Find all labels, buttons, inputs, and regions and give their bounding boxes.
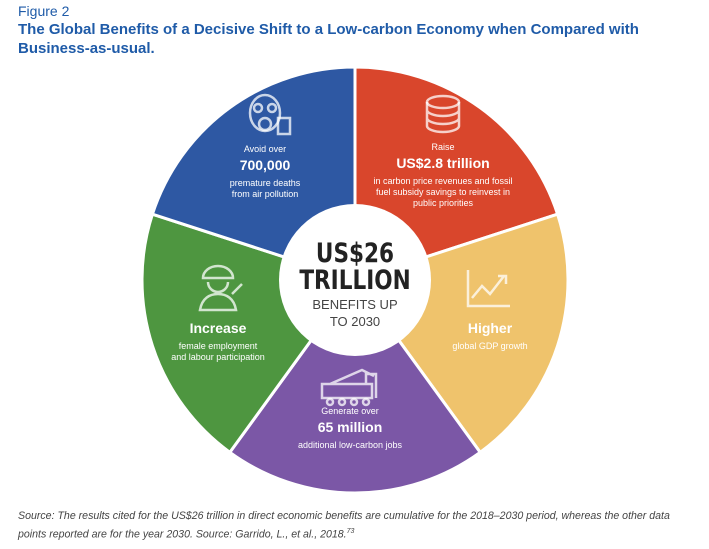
source-text: Source: The results cited for the US$26 …	[18, 510, 670, 541]
gas-mask-icon	[248, 93, 292, 136]
segment-intro: Raise	[431, 142, 454, 152]
segment-headline: 65 million	[318, 419, 383, 435]
center-title: TRILLION	[299, 264, 410, 296]
segment-headline: Increase	[190, 320, 247, 336]
segment-description: from air pollution	[232, 189, 299, 199]
segment-headline: 700,000	[240, 157, 291, 173]
coins-icon	[425, 94, 461, 134]
labels: Raise US$2.8 trillion in carbon price reve…	[171, 142, 527, 450]
segment-headline: Higher	[468, 320, 513, 336]
segment-description: premature deaths	[230, 178, 301, 188]
center-subtitle: TO 2030	[330, 314, 380, 329]
growth-chart-icon	[466, 270, 510, 308]
center-circle	[279, 204, 431, 356]
segment-description: additional low-carbon jobs	[298, 440, 403, 450]
figure-label: Figure 2	[18, 3, 70, 19]
segment-description: global GDP growth	[452, 341, 527, 351]
icons	[198, 93, 510, 407]
footnote-ref: 73	[346, 528, 355, 535]
segment-description: and labour participation	[171, 352, 265, 362]
segment-description: female employment	[179, 341, 258, 351]
segment-description: in carbon price revenues and fossil	[373, 176, 512, 186]
center-subtitle: BENEFITS UP	[312, 297, 397, 312]
crane-truck-icon	[320, 368, 378, 407]
segment-description: public priorities	[413, 198, 474, 208]
segment-description: fuel subsidy savings to reinvest in	[376, 187, 510, 197]
worker-icon	[198, 264, 243, 312]
segment	[227, 277, 483, 495]
title: The Global Benefits of a Decisive Shift …	[18, 21, 639, 57]
center-title: US$26	[316, 237, 394, 269]
segment-intro: Generate over	[321, 406, 379, 416]
segment-intro: Avoid over	[244, 144, 286, 154]
source-note: Source: The results cited for the US$26 …	[18, 508, 698, 543]
segment-headline: US$2.8 trillion	[396, 155, 489, 171]
